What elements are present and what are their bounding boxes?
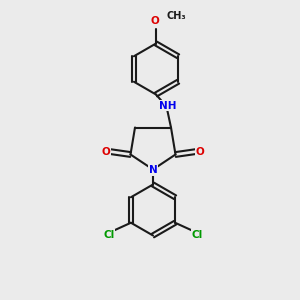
- Text: Cl: Cl: [191, 230, 203, 240]
- Text: N: N: [148, 165, 158, 175]
- Text: CH₃: CH₃: [167, 11, 186, 21]
- Text: O: O: [101, 146, 110, 157]
- Text: O: O: [150, 16, 159, 26]
- Text: Cl: Cl: [103, 230, 115, 240]
- Text: O: O: [196, 146, 205, 157]
- Text: NH: NH: [159, 101, 177, 111]
